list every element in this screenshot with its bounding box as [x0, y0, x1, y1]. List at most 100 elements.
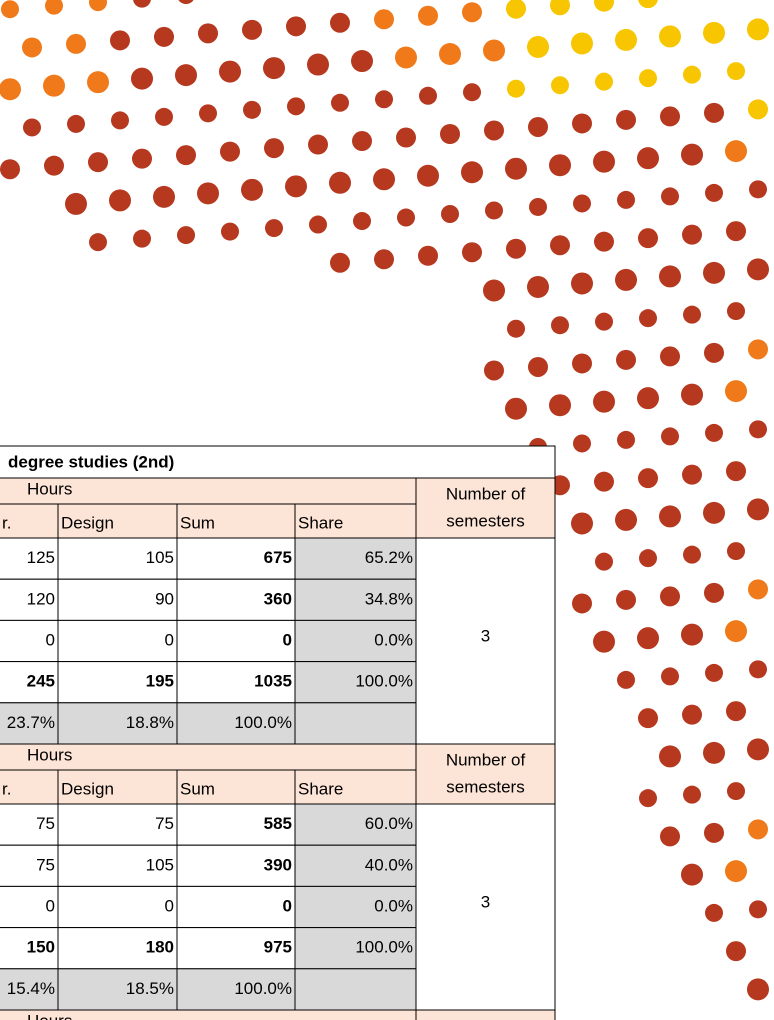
dot	[639, 549, 657, 567]
dot	[661, 427, 679, 445]
dot	[374, 249, 394, 269]
dot	[133, 0, 151, 8]
dot	[131, 68, 153, 90]
dot	[725, 380, 747, 402]
dot	[749, 900, 767, 918]
column-header: r.	[2, 513, 11, 532]
dot	[243, 101, 261, 119]
dot	[507, 320, 525, 338]
dot	[727, 62, 745, 80]
cell-value: 100.0%	[355, 938, 413, 957]
semesters-header: Number of	[446, 484, 526, 503]
dot	[571, 512, 593, 534]
dot	[265, 219, 283, 237]
cell-value: 195	[146, 672, 174, 691]
dot	[66, 34, 86, 54]
dot	[660, 586, 680, 606]
dot	[572, 593, 592, 613]
dot	[747, 738, 769, 760]
dot	[286, 16, 306, 36]
dot	[374, 9, 394, 29]
cell	[295, 703, 416, 744]
dot	[549, 154, 571, 176]
dot	[154, 27, 174, 47]
dot	[659, 505, 681, 527]
page: {"title": "degree studies (2nd)", "block…	[0, 0, 774, 1020]
dot	[595, 313, 613, 331]
dot	[593, 391, 615, 413]
cell-value: 75	[36, 855, 55, 874]
dot	[463, 83, 481, 101]
dot	[617, 671, 635, 689]
group-header: Hours	[27, 745, 72, 764]
dot	[704, 103, 724, 123]
cell-value: 75	[36, 814, 55, 833]
semesters-value: 3	[481, 892, 490, 911]
dot	[617, 191, 635, 209]
dot	[396, 128, 416, 148]
dot	[637, 147, 659, 169]
dot	[725, 620, 747, 642]
dot	[704, 583, 724, 603]
dot	[111, 111, 129, 129]
dot	[748, 819, 768, 839]
dot	[726, 941, 746, 961]
dot	[133, 230, 151, 248]
cell-value: 150	[27, 938, 55, 957]
dot	[307, 54, 329, 76]
dot	[593, 151, 615, 173]
cell-value: 23.7%	[7, 713, 55, 732]
dot	[505, 158, 527, 180]
cell-value: 975	[264, 938, 292, 957]
dot	[89, 0, 107, 11]
dot	[177, 0, 195, 4]
dot	[43, 75, 65, 97]
cell-value: 0.0%	[374, 630, 413, 649]
cell	[177, 886, 295, 927]
dot	[637, 387, 659, 409]
table: degree studies (2nd) HoursNumber ofsemes…	[0, 446, 555, 1020]
dot	[703, 502, 725, 524]
dot	[571, 32, 593, 54]
dot	[595, 553, 613, 571]
dot	[65, 193, 87, 215]
dot	[661, 187, 679, 205]
dot	[705, 904, 723, 922]
dot	[417, 165, 439, 187]
dot	[705, 424, 723, 442]
dot	[572, 113, 592, 133]
cell-value: 105	[146, 548, 174, 567]
dot	[747, 978, 769, 1000]
dot	[616, 110, 636, 130]
dot	[375, 90, 393, 108]
dot	[638, 228, 658, 248]
dot	[219, 61, 241, 83]
dot	[395, 47, 417, 69]
dot	[353, 212, 371, 230]
dot	[681, 384, 703, 406]
dot	[197, 182, 219, 204]
column-header: Share	[298, 513, 343, 532]
dot	[638, 708, 658, 728]
dot	[88, 152, 108, 172]
dot	[485, 201, 503, 219]
document: degree studies (2nd) HoursNumber ofsemes…	[0, 0, 774, 1020]
dot	[659, 745, 681, 767]
dot	[285, 175, 307, 197]
column-header: r.	[2, 779, 11, 798]
dot	[660, 106, 680, 126]
dot	[682, 225, 702, 245]
cell-value: 1035	[254, 672, 292, 691]
dot	[0, 159, 20, 179]
cell-value: 585	[264, 814, 292, 833]
dot	[703, 262, 725, 284]
dot	[660, 346, 680, 366]
dot	[683, 546, 701, 564]
dot	[241, 179, 263, 201]
table-title: degree studies (2nd)	[8, 452, 174, 471]
cell-value: 0	[165, 630, 174, 649]
dot	[683, 66, 701, 84]
dot	[615, 269, 637, 291]
dot	[748, 339, 768, 359]
column-header: Design	[61, 779, 114, 798]
